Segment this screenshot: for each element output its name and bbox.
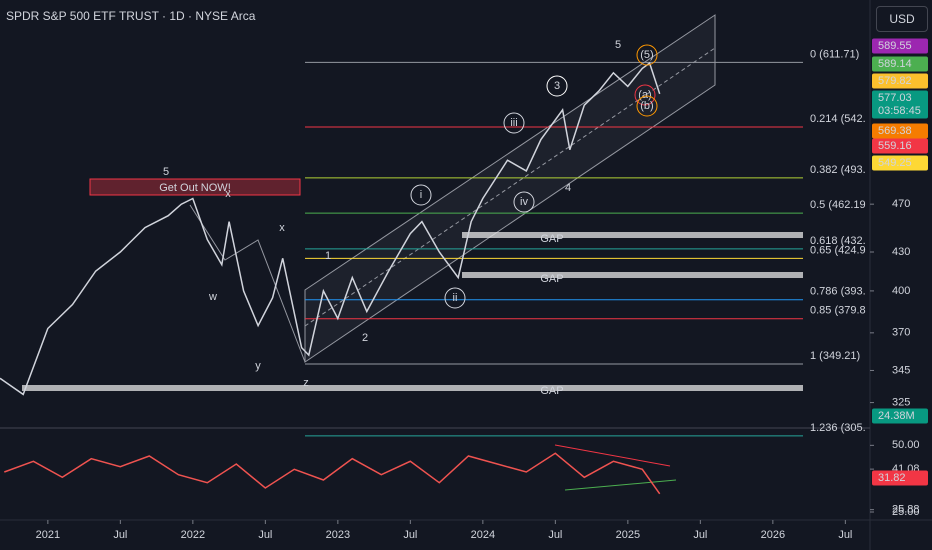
fib-label: 0.214 (542. [810, 113, 866, 125]
wave-label: 4 [565, 182, 571, 194]
price-tag [872, 90, 928, 119]
x-tick-label: 2022 [181, 529, 205, 541]
trendline [554, 444, 671, 467]
price-tag [872, 56, 928, 72]
wave-label: w [208, 291, 217, 303]
wave-label: GAP [540, 385, 563, 397]
fib-label: 0.65 (424.9 [810, 244, 866, 256]
wave-label: 2 [362, 332, 368, 344]
wave-label: GAP [540, 233, 563, 245]
x-tick-label: Jul [258, 529, 272, 541]
gap-band [462, 232, 803, 238]
currency-button[interactable]: USD [876, 6, 928, 32]
wave-label: GAP [540, 273, 563, 285]
price-tag-label: 549.25 [878, 157, 912, 169]
price-tag-label: 31.82 [878, 472, 906, 484]
wave-circle [636, 95, 658, 117]
fib-label: 0.85 (379.8 [810, 305, 866, 317]
y-tick-label: 25.00 [892, 506, 920, 518]
x-tick-label: Jul [548, 529, 562, 541]
wave-label: i [420, 189, 422, 201]
x-tick-label: 2026 [761, 529, 785, 541]
x-tick-label: Jul [693, 529, 707, 541]
y-tick-label: 470 [892, 198, 910, 210]
price-tag [872, 123, 928, 139]
y-tick-label: 345 [892, 364, 910, 376]
price-tag [872, 408, 928, 424]
wave-circle [546, 75, 568, 97]
fib-label: 1.236 (305. [810, 422, 866, 434]
countdown: 03:58:45 [878, 105, 921, 117]
x-tick-label: Jul [838, 529, 852, 541]
y-tick-label: 25.88 [892, 504, 920, 516]
y-tick-label: 430 [892, 246, 910, 258]
price-tag [872, 155, 928, 171]
wave-label: (b) [640, 100, 653, 112]
gap-band [22, 385, 803, 391]
gap-band [462, 272, 803, 278]
x-tick-label: 2021 [36, 529, 60, 541]
fib-label: 0.5 (462.19 [810, 199, 866, 211]
fib-label: 0.382 (493. [810, 164, 866, 176]
price-tag [872, 470, 928, 486]
channel [189, 14, 716, 363]
price-tag-label: 569.38 [878, 125, 912, 137]
price-tag-label: 579.82 [878, 75, 912, 87]
wave-label: 5 [163, 166, 169, 178]
channel-mid [304, 47, 716, 327]
fib-label: 0.618 (432. [810, 235, 866, 247]
wave-circle [634, 84, 656, 106]
fib-label: 0 (611.71) [810, 48, 859, 60]
price-line [4, 452, 661, 495]
wave-label: 3 [554, 80, 560, 92]
wave-label: (5) [640, 49, 653, 61]
x-tick-label: Jul [403, 529, 417, 541]
x-tick-label: 2024 [471, 529, 495, 541]
trendline [564, 479, 677, 491]
wave-circle [410, 184, 432, 206]
price-tag-label: 24.38M [878, 410, 915, 422]
wave-label: x [279, 222, 285, 234]
price-tag [872, 138, 928, 154]
wave-circle [444, 287, 466, 309]
x-tick-label: 2023 [326, 529, 350, 541]
price-tag [872, 73, 928, 89]
x-tick-label: 2025 [616, 529, 640, 541]
wave-label: ii [453, 292, 458, 304]
warning-box [89, 178, 301, 196]
fib-label: 1 (349.21) [810, 350, 860, 362]
y-tick-label: 370 [892, 327, 910, 339]
price-tag-label: 559.16 [878, 140, 912, 152]
wave-path [189, 204, 306, 363]
rsi-trendlines [554, 444, 677, 491]
x-tick-label: Jul [113, 529, 127, 541]
wave-label: iii [510, 117, 517, 129]
wave-circle [503, 112, 525, 134]
wave-circle [513, 191, 535, 213]
y-tick-label: 400 [892, 285, 910, 297]
wave-label: 1 [325, 250, 331, 262]
wave-label: iv [520, 196, 528, 208]
wave-label: z [303, 377, 309, 389]
symbol-title: SPDR S&P 500 ETF TRUST · 1D · NYSE Arca [6, 9, 256, 23]
wave-label: 5 [615, 39, 621, 51]
price-line [0, 61, 661, 396]
wave-circle [636, 44, 658, 66]
y-tick-label: 325 [892, 396, 910, 408]
price-tag-label: 589.55 [878, 40, 912, 52]
wave-label: Get Out NOW! [159, 182, 231, 194]
price-tag-label: 589.14 [878, 58, 912, 70]
y-tick-label: 50.00 [892, 439, 920, 451]
channel-fill [304, 14, 716, 363]
wave-label: x [225, 188, 231, 200]
price-tag [872, 38, 928, 54]
fib-label: 0.786 (393. [810, 286, 866, 298]
wave-label: y [255, 360, 261, 372]
price-tag-label: 577.03 [878, 92, 912, 104]
